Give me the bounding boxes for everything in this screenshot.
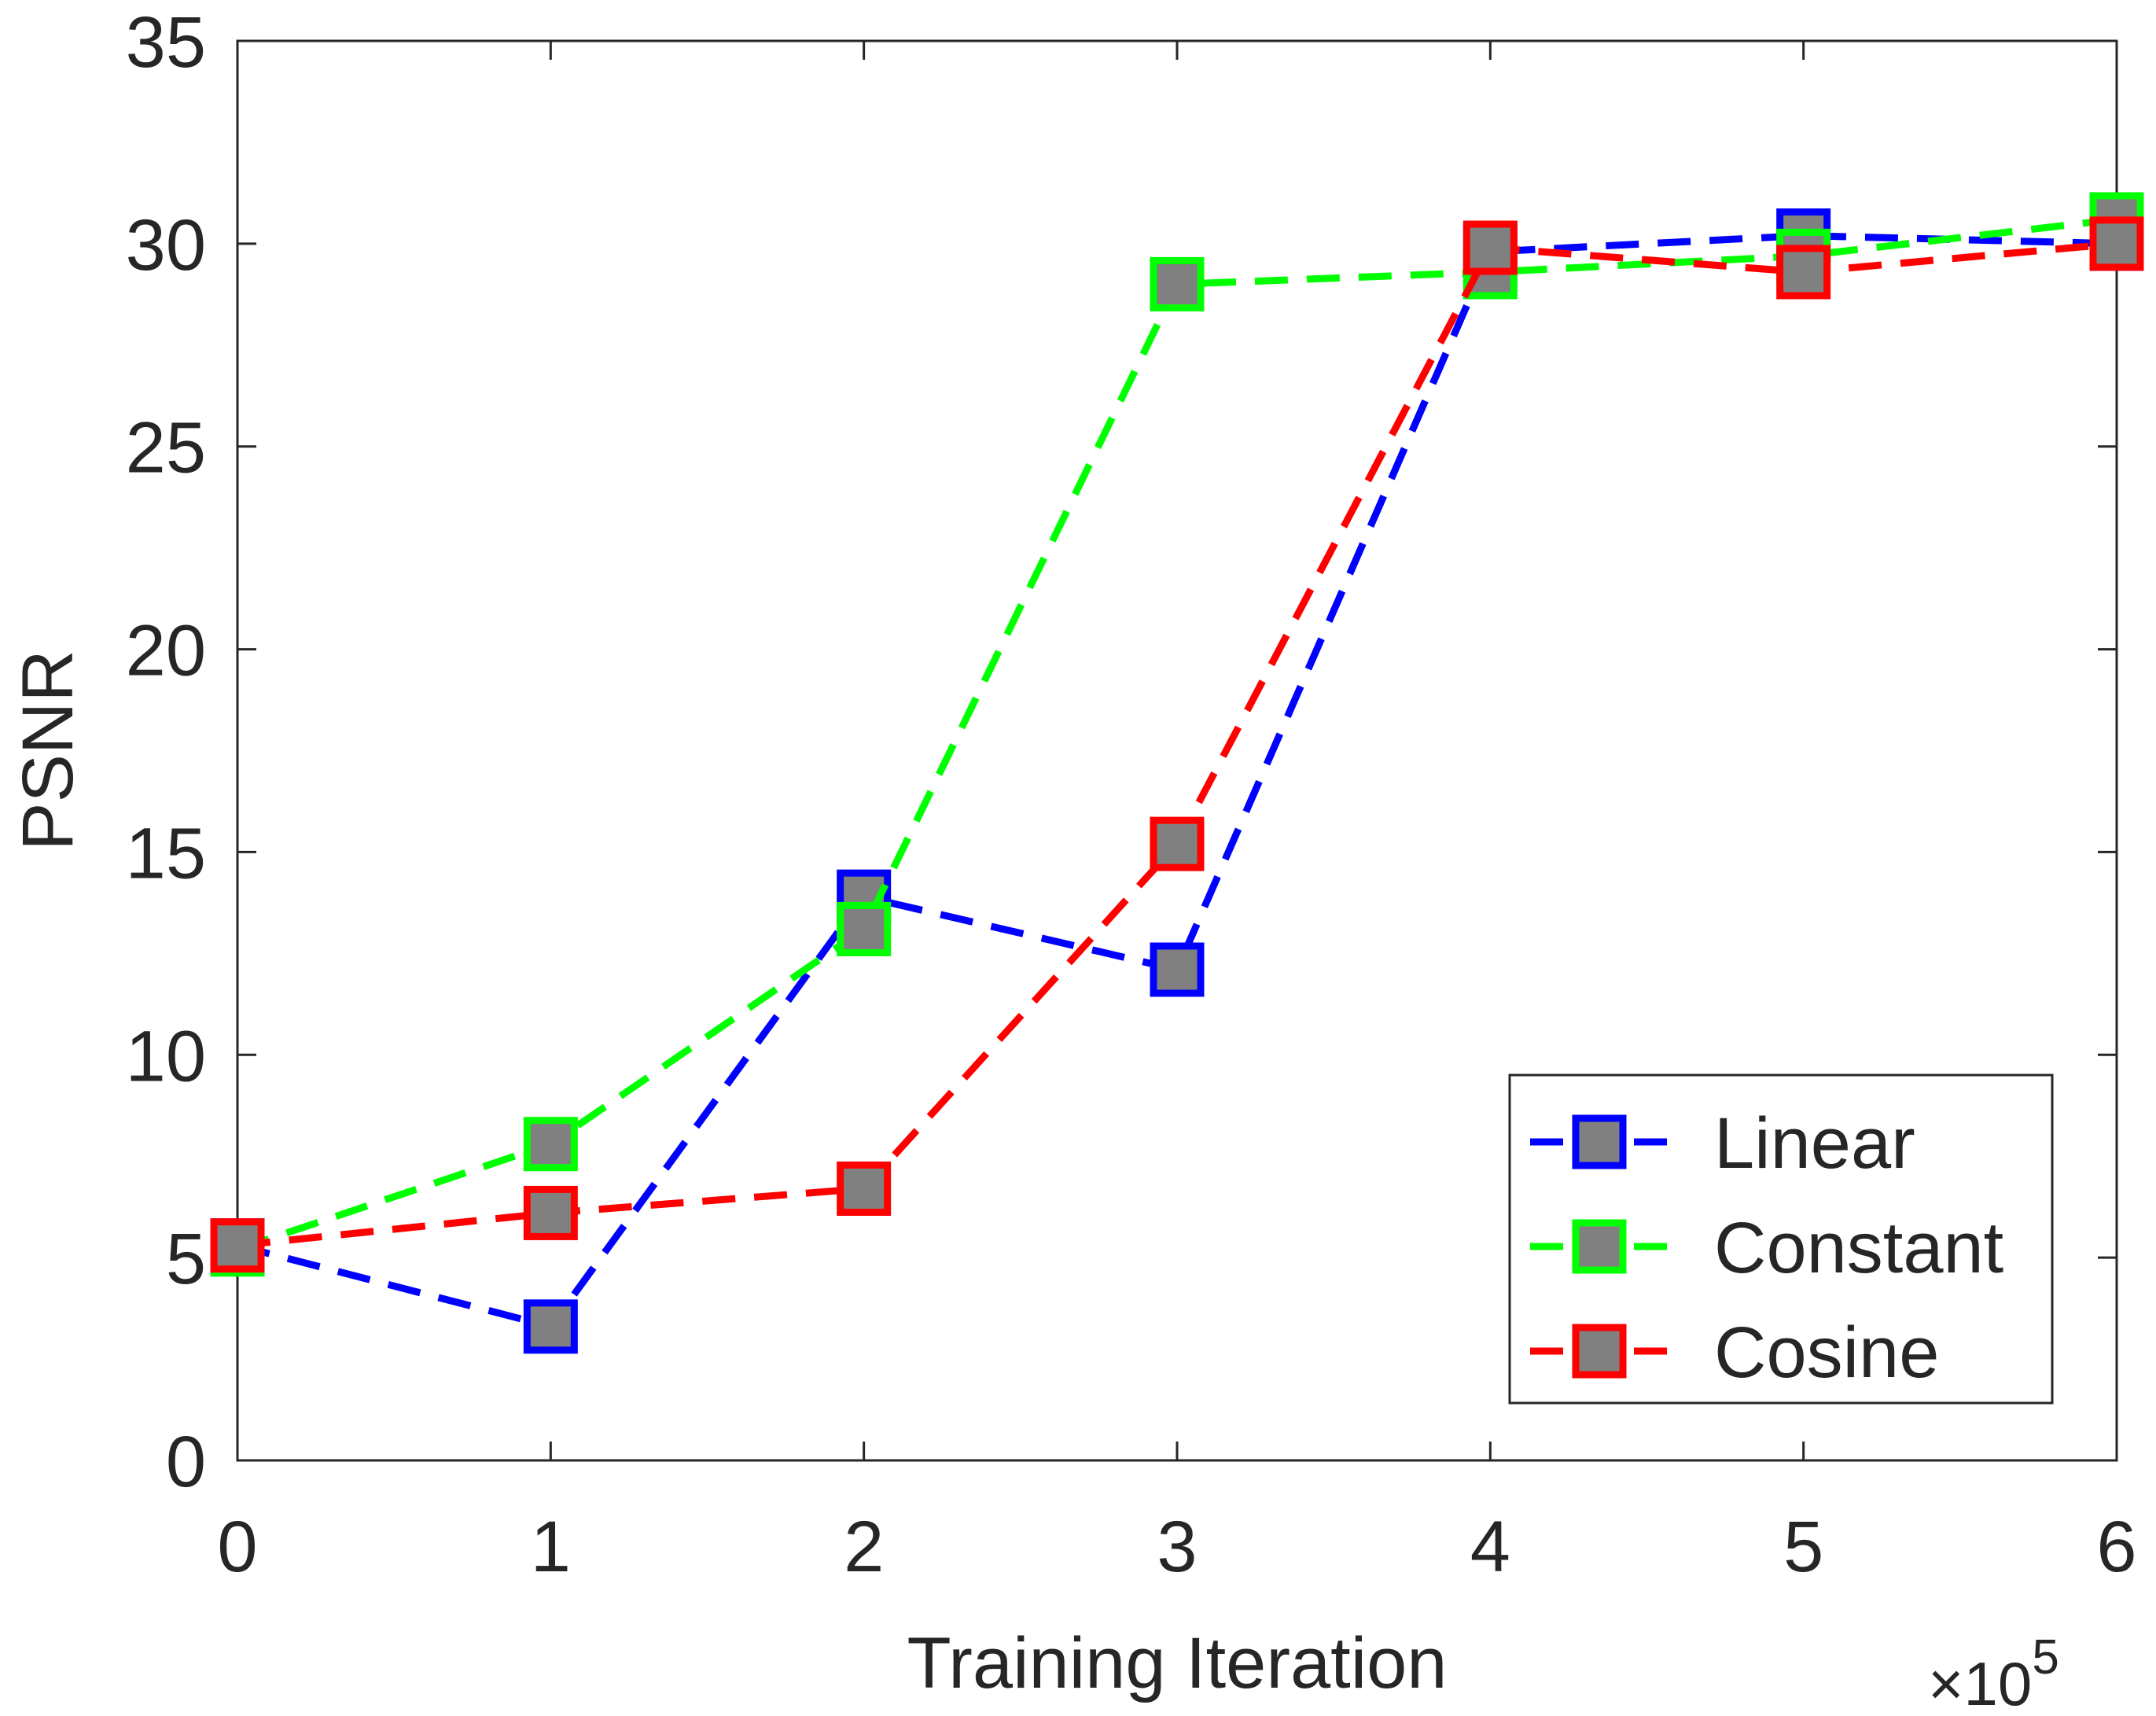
y-tick-label: 15: [126, 813, 206, 893]
legend-item: Cosine: [1530, 1313, 1939, 1393]
y-tick-label: 10: [126, 1016, 206, 1096]
legend-marker: [1572, 1324, 1627, 1379]
x-tick-label: 0: [217, 1507, 257, 1587]
series-cosine: [210, 216, 2144, 1273]
x-tick-label: 4: [1470, 1507, 1510, 1587]
y-axis-ticks: 0 5 10 15 20 25 30 35: [126, 2, 2117, 1502]
x-tick-label: 6: [2096, 1507, 2136, 1587]
series-layer: [210, 192, 2144, 1354]
data-point: [210, 1218, 265, 1273]
legend-item: Constant: [1530, 1208, 2003, 1288]
y-tick-label: 5: [166, 1219, 206, 1299]
y-tick-label: 25: [126, 408, 206, 488]
y-axis-label: PSNR: [8, 650, 88, 851]
legend-item: Linear: [1530, 1103, 1915, 1184]
x-tick-label: 5: [1783, 1507, 1823, 1587]
data-point: [1150, 256, 1205, 311]
x-tick-label: 2: [844, 1507, 884, 1587]
legend-label: Linear: [1714, 1103, 1915, 1184]
legend-marker: [1572, 1114, 1627, 1169]
legend-label: Cosine: [1714, 1313, 1939, 1393]
data-point: [523, 1299, 578, 1354]
data-point: [1150, 942, 1205, 997]
x-exponent-power: 5: [2032, 1630, 2059, 1685]
x-axis-label: Training Iteration: [907, 1623, 1448, 1703]
x-axis-ticks: 0 1 2 3 4 5 6: [217, 41, 2137, 1587]
data-point: [1776, 245, 1831, 300]
data-point: [1150, 816, 1205, 871]
y-tick-label: 30: [126, 205, 206, 285]
data-point: [2089, 216, 2144, 271]
x-tick-label: 1: [531, 1507, 571, 1587]
legend-items: Linear Constant Cosine: [1530, 1103, 2003, 1393]
legend-marker: [1572, 1219, 1627, 1274]
data-point: [837, 901, 892, 956]
x-exponent-label: ×105: [1928, 1630, 2059, 1716]
data-point: [1462, 220, 1518, 275]
data-point: [837, 1161, 892, 1216]
legend: Linear Constant Cosine: [1508, 1073, 2054, 1405]
x-tick-label: 3: [1157, 1507, 1197, 1587]
y-tick-label: 0: [166, 1422, 206, 1502]
data-point: [523, 1185, 578, 1240]
legend-label: Constant: [1714, 1208, 2003, 1288]
data-point: [523, 1117, 578, 1172]
y-tick-label: 20: [126, 611, 206, 691]
y-tick-label: 35: [126, 2, 206, 83]
